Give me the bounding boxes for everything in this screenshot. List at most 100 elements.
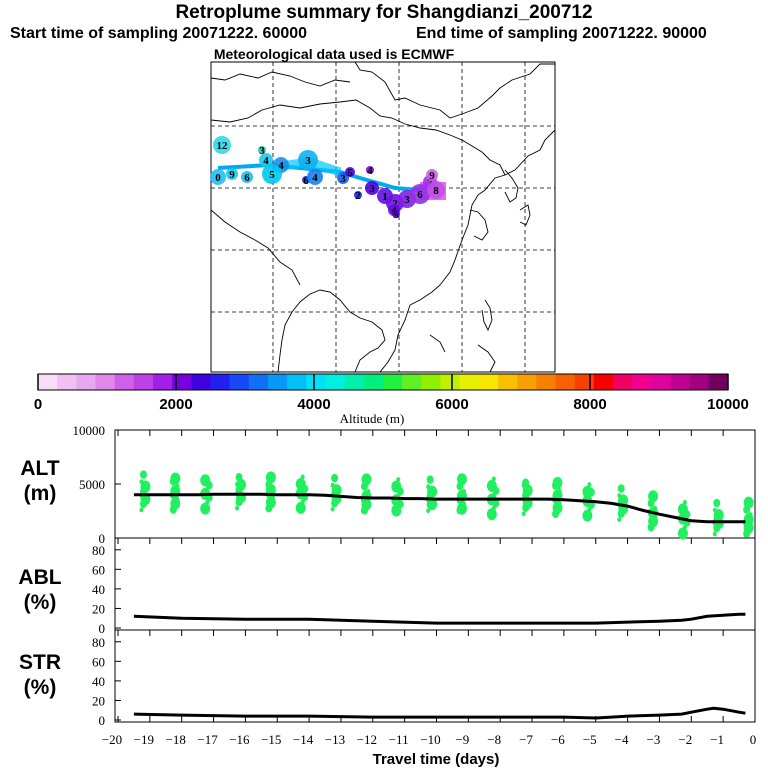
colorbar-swatch xyxy=(670,374,690,390)
map-panel: 12344309656435432123456789 xyxy=(210,61,556,373)
abl-ytick-label: 20 xyxy=(92,601,105,616)
str-ytick-label: 0 xyxy=(99,713,106,728)
end-time-label: End time of sampling 20071222. 90000 xyxy=(416,25,707,42)
colorbar-swatch xyxy=(689,374,710,390)
plume-marker-label: 1 xyxy=(382,191,388,203)
colorbar-swatch xyxy=(708,374,729,390)
plume-marker xyxy=(262,164,282,184)
alt-ylabel-1: ALT xyxy=(20,457,59,480)
alt-ylabel-2: (m) xyxy=(24,482,57,505)
alt-scatter-point xyxy=(295,501,306,514)
alt-scatter-point xyxy=(140,480,151,493)
alt-scatter-point xyxy=(330,506,335,512)
alt-scatter-point xyxy=(265,471,276,484)
colorbar-tick-label: 0 xyxy=(34,396,42,413)
plume-marker xyxy=(210,169,226,185)
alt-scatter-point xyxy=(486,479,497,492)
alt-scatter-point xyxy=(139,470,147,479)
map-frame xyxy=(210,61,556,373)
x-tick-label: −9 xyxy=(455,732,469,747)
alt-scatter-point xyxy=(331,473,339,483)
alt-scatter-point xyxy=(582,485,593,498)
plume-marker xyxy=(258,146,266,154)
alt-scatter-point xyxy=(200,502,211,515)
plume-marker-label: 3 xyxy=(340,173,346,185)
map-markers: 12344309656435432123456789 xyxy=(210,136,445,221)
time-series-panels: ALT (m) ABL (%) STR (%) 10000 5000 0 80 60 4… xyxy=(18,423,756,768)
plume-marker-label: 9 xyxy=(229,169,235,181)
alt-scatter-point xyxy=(427,485,438,498)
str-ytick-label: 20 xyxy=(92,693,105,708)
colorbar-swatch xyxy=(325,374,345,390)
alt-scatter-point xyxy=(139,479,144,485)
alt-scatter-point xyxy=(486,508,497,521)
plume-marker-label: 9 xyxy=(429,170,435,182)
x-tick-label: −8 xyxy=(487,732,501,747)
alt-scatter-point xyxy=(648,490,659,503)
alt-scatter-point xyxy=(677,503,688,516)
alt-scatter-point xyxy=(331,484,342,497)
plume-marker xyxy=(298,150,318,170)
colorbar-swatch xyxy=(498,374,518,390)
alt-scatter-point xyxy=(426,484,431,490)
colorbar-swatch xyxy=(421,374,441,390)
alt-scatter-point xyxy=(713,508,724,521)
start-time-label: Start time of sampling 20071222. 60000 xyxy=(10,25,308,42)
alt-scatter-point xyxy=(712,531,717,537)
alt-scatter-point xyxy=(712,507,717,513)
colorbar-swatch xyxy=(651,374,671,390)
x-tick-label: −2 xyxy=(678,732,692,747)
str-panel-frame xyxy=(114,629,756,723)
plume-marker xyxy=(366,166,374,174)
alt-scatter-point xyxy=(491,476,496,482)
abl-ytick-label: 80 xyxy=(92,543,105,558)
alt-scatter-point xyxy=(557,500,562,506)
colorbar-swatch xyxy=(287,374,307,390)
colorbar-tick-label: 2000 xyxy=(159,396,192,413)
alt-scatter-point xyxy=(366,488,371,494)
colorbar: 0 2000 4000 6000 8000 10000 Altitude (m) xyxy=(34,373,749,426)
colorbar-swatch xyxy=(172,374,192,390)
colorbar-tick-label: 10000 xyxy=(707,396,749,413)
alt-scatter-point xyxy=(748,512,753,517)
str-ytick-label: 40 xyxy=(92,674,105,689)
alt-scatter-point xyxy=(300,474,305,480)
colorbar-swatch xyxy=(459,374,480,390)
x-tick-label: −12 xyxy=(357,732,377,747)
colorbar-swatch xyxy=(632,374,652,390)
alt-scatter-point xyxy=(270,486,275,492)
abl-line xyxy=(133,612,746,625)
alt-ytick-label: 5000 xyxy=(79,477,105,492)
x-tick-label: 0 xyxy=(750,732,757,747)
colorbar-swatch xyxy=(574,374,595,390)
abl-panel-frame xyxy=(114,537,756,631)
alt-scatter-point xyxy=(682,499,687,505)
colorbar-swatch xyxy=(76,374,96,390)
alt-scatter-point xyxy=(617,517,622,522)
plume-marker xyxy=(307,169,323,185)
x-tick-label: −18 xyxy=(166,732,186,747)
colorbar-swatch xyxy=(57,374,77,390)
plume-marker-label: 3 xyxy=(404,194,410,206)
abl-ylabel-2: (%) xyxy=(24,591,57,614)
abl-ytick-label: 60 xyxy=(92,562,105,577)
plume-marker-label: 6 xyxy=(303,175,309,187)
colorbar-swatch xyxy=(593,374,614,390)
x-tick-label: −10 xyxy=(420,732,440,747)
alt-scatter-point xyxy=(295,477,306,490)
alt-scatter-point xyxy=(522,478,530,487)
abl-ytick-label: 0 xyxy=(99,621,106,636)
x-tick-label: −3 xyxy=(647,732,661,747)
alt-scatter-point xyxy=(713,498,721,508)
colorbar-swatch xyxy=(191,374,211,390)
x-tick-label: −15 xyxy=(261,732,281,747)
colorbar-swatch xyxy=(517,374,537,390)
plume-marker-label: 6 xyxy=(244,172,250,184)
colorbar-swatch xyxy=(440,374,460,390)
plume-marker-label: 7 xyxy=(427,177,433,189)
plume-marker xyxy=(392,210,400,218)
alt-scatter-point xyxy=(426,475,434,484)
plume-marker xyxy=(354,191,362,199)
colorbar-swatch xyxy=(248,374,269,390)
